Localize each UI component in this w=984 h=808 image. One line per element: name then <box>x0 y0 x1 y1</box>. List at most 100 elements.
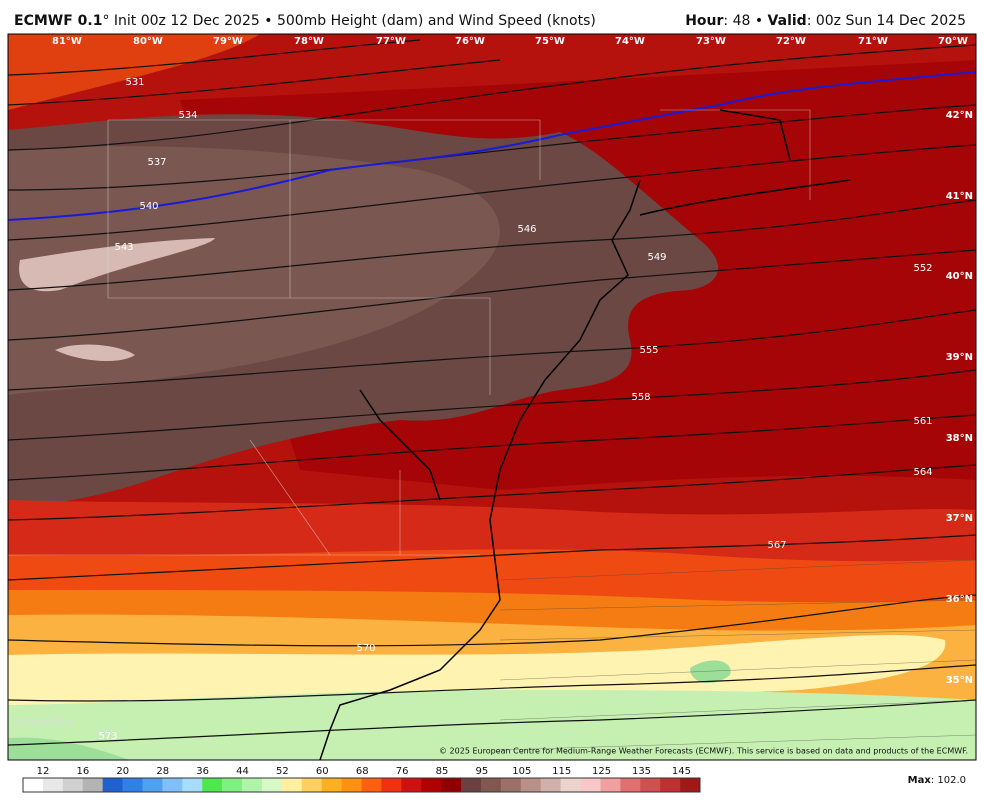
wind-yellow <box>8 634 946 705</box>
colorbar-swatch <box>202 778 223 792</box>
copyright: © 2025 European Centre for Medium-Range … <box>439 747 968 756</box>
colorbar-label: 135 <box>632 766 651 777</box>
colorbar-swatch <box>321 778 342 792</box>
max-label: Max <box>908 775 932 786</box>
contour-label: 537 <box>147 157 166 168</box>
colorbar-swatch <box>122 778 143 792</box>
colorbar-swatch <box>361 778 382 792</box>
latitude-label: 42°N <box>946 110 973 121</box>
contour-label: 570 <box>356 643 375 654</box>
colorbar-swatch <box>580 778 601 792</box>
height-contours <box>8 39 976 746</box>
coastline <box>319 109 851 760</box>
colorbar-swatch <box>421 778 442 792</box>
colorbar-label: 52 <box>276 766 289 777</box>
longitude-label: 81°W <box>52 36 82 47</box>
colorbar-label: 105 <box>512 766 531 777</box>
colorbar-swatch <box>540 778 561 792</box>
run-description: ° Init 00z 12 Dec 2025 • 500mb Height (d… <box>102 13 595 29</box>
contour-label: 573 <box>98 731 117 742</box>
contour-label: 546 <box>517 224 536 235</box>
map-frame <box>7 33 977 761</box>
colorbar-frame <box>22 777 701 793</box>
longitude-label: 70°W <box>938 36 968 47</box>
longitude-label: 75°W <box>535 36 565 47</box>
logo: WeatherBELL <box>14 718 74 728</box>
colorbar-swatch <box>341 778 362 792</box>
wind-green <box>8 660 731 760</box>
colorbar-swatch <box>600 778 621 792</box>
contour-label: 543 <box>114 242 133 253</box>
colorbar-swatch <box>560 778 581 792</box>
wind-orange-top <box>8 34 260 110</box>
longitude-label: 71°W <box>858 36 888 47</box>
hour-value: : 48 • <box>723 13 767 29</box>
latitude-label: 38°N <box>946 433 973 444</box>
colorbar-swatch <box>162 778 183 792</box>
latitude-label: 40°N <box>946 271 973 282</box>
colorbar-swatch <box>182 778 203 792</box>
longitude-label: 73°W <box>696 36 726 47</box>
boundaries <box>8 109 811 556</box>
colorbar-label: 95 <box>476 766 489 777</box>
contour-label: 567 <box>767 540 786 551</box>
longitude-label: 72°W <box>776 36 806 47</box>
longitude-label: 77°W <box>376 36 406 47</box>
colorbar-label: 44 <box>236 766 249 777</box>
colorbar-swatch <box>640 778 661 792</box>
contour-label: 564 <box>913 467 932 478</box>
max-number: : 102.0 <box>931 775 966 786</box>
colorbar-swatch <box>102 778 123 792</box>
colorbar-label: 16 <box>77 766 90 777</box>
longitude-label: 74°W <box>615 36 645 47</box>
longitude-label: 76°W <box>455 36 485 47</box>
colorbar-swatch <box>620 778 641 792</box>
colorbar-label: 28 <box>156 766 169 777</box>
contour-label: 555 <box>639 345 658 356</box>
colorbar-swatch <box>500 778 522 792</box>
colorbar-swatch <box>441 778 462 792</box>
contour-label: 558 <box>631 392 650 403</box>
contour-label: 549 <box>647 252 666 263</box>
colorbar-swatch <box>82 778 103 792</box>
colorbar-swatch <box>142 778 163 792</box>
longitude-label: 80°W <box>133 36 163 47</box>
colorbar-label: 68 <box>356 766 369 777</box>
latitude-label: 37°N <box>946 513 973 524</box>
colorbar-swatch <box>680 778 701 792</box>
colorbar-swatch <box>301 778 322 792</box>
contour-label: 531 <box>125 77 144 88</box>
colorbar-swatch <box>381 778 402 792</box>
latitude-label: 41°N <box>946 191 973 202</box>
colorbar-swatch <box>401 778 422 792</box>
latitude-label: 35°N <box>946 675 973 686</box>
colorbar-swatch <box>461 778 482 792</box>
colorbar-label: 76 <box>396 766 409 777</box>
colorbar-swatch <box>242 778 263 792</box>
colorbar-label: 115 <box>552 766 571 777</box>
hour-label: Hour <box>685 13 723 29</box>
colorbar-swatch <box>42 778 64 792</box>
header-left: ECMWF 0.1° Init 00z 12 Dec 2025 • 500mb … <box>14 13 596 29</box>
colorbar-label: 85 <box>436 766 449 777</box>
contour-label: 540 <box>139 201 158 212</box>
colorbar-label: 125 <box>592 766 611 777</box>
colorbar-label: 12 <box>37 766 50 777</box>
header-right: Hour: 48 • Valid: 00z Sun 14 Dec 2025 <box>685 13 966 29</box>
latitude-label: 39°N <box>946 352 973 363</box>
colorbar-label: 60 <box>316 766 329 777</box>
colorbar-label: 36 <box>196 766 209 777</box>
wind-brown-light <box>8 146 500 395</box>
colorbar-swatch <box>520 778 542 792</box>
contour-label: 534 <box>178 110 197 121</box>
contour-label: 552 <box>913 263 932 274</box>
colorbar-label: 20 <box>116 766 129 777</box>
longitude-label: 79°W <box>213 36 243 47</box>
valid-label: Valid <box>768 13 807 29</box>
contour-label: 561 <box>913 416 932 427</box>
wind-pale <box>19 238 216 362</box>
max-value: Max: 102.0 <box>908 775 966 786</box>
map-area <box>8 34 976 760</box>
